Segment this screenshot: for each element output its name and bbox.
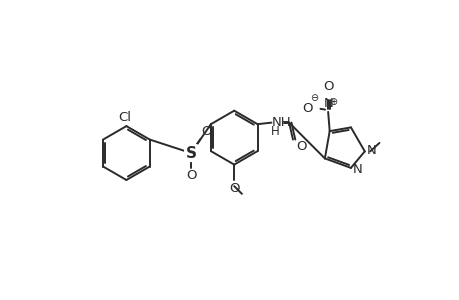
Text: O: O [185, 169, 196, 182]
Text: H: H [270, 125, 279, 138]
Text: ⊖: ⊖ [309, 93, 318, 103]
Text: S: S [185, 146, 196, 160]
Text: N: N [353, 163, 362, 176]
Text: O: O [322, 80, 333, 93]
Text: N: N [323, 97, 332, 110]
Text: O: O [302, 101, 312, 115]
Text: O: O [229, 182, 239, 194]
Text: Cl: Cl [118, 111, 131, 124]
Text: O: O [296, 140, 306, 153]
Text: N: N [366, 144, 376, 157]
Text: O: O [201, 125, 211, 138]
Text: NH: NH [272, 116, 291, 129]
Text: ⊕: ⊕ [328, 97, 336, 107]
